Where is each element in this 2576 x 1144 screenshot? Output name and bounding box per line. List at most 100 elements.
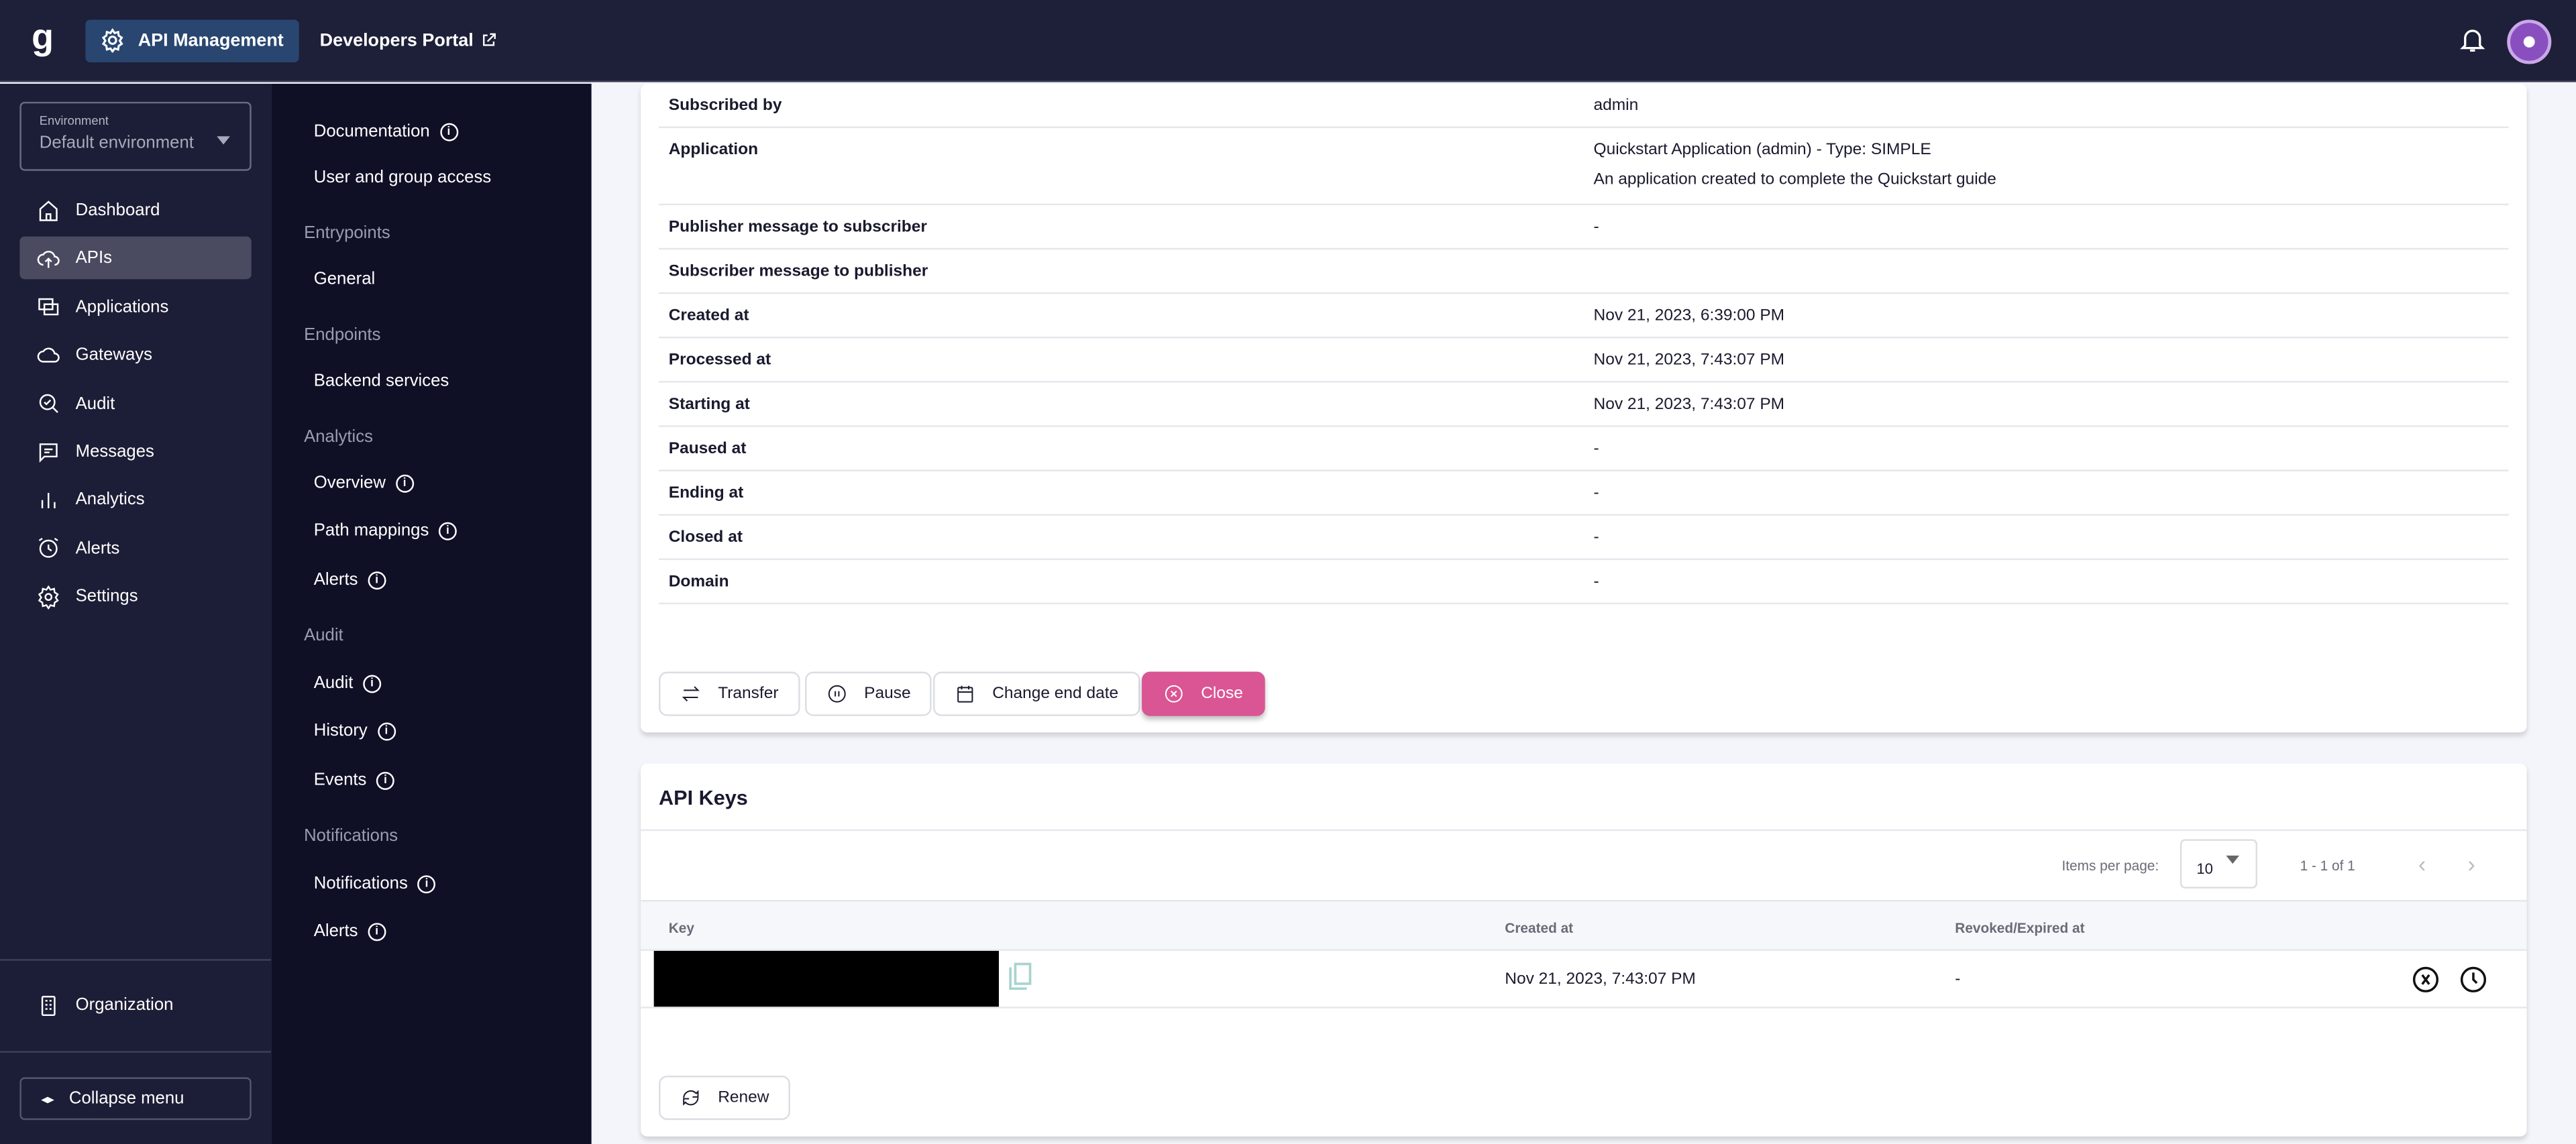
items-per-page-label: Items per page: bbox=[2061, 857, 2159, 874]
detail-row: Subscriber message to publisher bbox=[659, 249, 2509, 294]
items-per-page-select[interactable]: 10 bbox=[2180, 839, 2257, 889]
detail-label: Publisher message to subscriber bbox=[668, 218, 927, 237]
subnav-item-history[interactable]: History i bbox=[314, 721, 396, 740]
transfer-button[interactable]: Transfer bbox=[659, 671, 800, 716]
key-revoked-at: - bbox=[1955, 970, 1961, 989]
detail-row: Closed at - bbox=[659, 516, 2509, 561]
pause-label: Pause bbox=[864, 685, 911, 703]
subnav-item-notifications[interactable]: Notifications i bbox=[314, 874, 436, 893]
renew-button[interactable]: Renew bbox=[659, 1076, 791, 1121]
pause-button[interactable]: Pause bbox=[805, 671, 932, 716]
detail-value-secondary: An application created to complete the Q… bbox=[1593, 170, 1996, 189]
subnav-section-header: Audit bbox=[304, 626, 343, 645]
info-icon[interactable]: i bbox=[368, 571, 386, 589]
revoke-key-icon[interactable] bbox=[2412, 966, 2440, 994]
detail-value: - bbox=[1593, 218, 1599, 237]
info-icon[interactable]: i bbox=[363, 674, 382, 693]
developers-portal-link[interactable]: Developers Portal bbox=[320, 30, 496, 50]
pagination-range: 1 - 1 of 1 bbox=[2300, 857, 2355, 874]
subnav-label: Documentation bbox=[313, 121, 430, 141]
subnav-item-events[interactable]: Events i bbox=[314, 770, 395, 790]
home-icon bbox=[39, 200, 58, 221]
subnav-section-header: Notifications bbox=[304, 826, 398, 846]
refresh-icon bbox=[683, 1090, 699, 1106]
sidebar-item-label: Messages bbox=[75, 441, 154, 462]
subnav-label: History bbox=[313, 721, 368, 741]
sidebar-item-label: Alerts bbox=[75, 538, 120, 559]
next-page-button[interactable]: › bbox=[2467, 850, 2475, 877]
sidebar-item-organization[interactable]: Organization bbox=[19, 984, 251, 1027]
api-management-button[interactable]: API Management bbox=[85, 19, 299, 62]
detail-value: Nov 21, 2023, 7:43:07 PM bbox=[1593, 351, 1785, 370]
calendar-icon bbox=[957, 685, 973, 703]
environment-select[interactable]: Environment Default environment bbox=[19, 101, 252, 171]
collapse-menu-button[interactable]: ◂▸ Collapse menu bbox=[19, 1077, 252, 1121]
subnav-item-audit[interactable]: Audit i bbox=[313, 673, 382, 693]
sidebar-item-dashboard[interactable]: Dashboard bbox=[19, 189, 251, 232]
subnav-item-documentation[interactable]: Documentation i bbox=[314, 121, 458, 141]
sidebar-item-gateways[interactable]: Gateways bbox=[19, 334, 251, 377]
sidebar-item-applications[interactable]: Applications bbox=[19, 286, 251, 329]
detail-label: Processed at bbox=[668, 351, 771, 370]
sidebar-item-label: Analytics bbox=[75, 490, 145, 510]
subnav-label: Endpoints bbox=[304, 325, 381, 345]
subnav-item-alerts[interactable]: Alerts i bbox=[314, 921, 386, 941]
cloud-icon bbox=[37, 347, 60, 362]
info-icon[interactable]: i bbox=[438, 521, 457, 540]
subscription-details-card: Subscribed by admin Application Quickstart … bbox=[641, 83, 2527, 733]
sidebar-item-label: Settings bbox=[75, 586, 138, 607]
sidebar-item-alerts[interactable]: Alerts bbox=[19, 527, 251, 570]
divider bbox=[641, 829, 2527, 832]
info-icon[interactable]: i bbox=[368, 922, 386, 941]
subnav-item-overview[interactable]: Overview i bbox=[314, 473, 414, 493]
sidebar-item-settings[interactable]: Settings bbox=[19, 575, 251, 618]
subnav-label: User and group access bbox=[313, 167, 492, 188]
subnav-label: Notifications bbox=[313, 873, 408, 894]
sidebar-item-apis[interactable]: APIs bbox=[19, 237, 252, 280]
previous-page-button[interactable]: ‹ bbox=[2418, 850, 2426, 877]
detail-value: - bbox=[1593, 573, 1599, 591]
subnav-label: Audit bbox=[313, 673, 354, 693]
detail-row: Starting at Nov 21, 2023, 7:43:07 PM bbox=[659, 383, 2509, 427]
subnav-label: Entrypoints bbox=[304, 223, 390, 243]
sidebar-item-audit[interactable]: Audit bbox=[19, 382, 251, 425]
sidebar-item-messages[interactable]: Messages bbox=[19, 431, 251, 473]
bell-icon[interactable] bbox=[2458, 25, 2487, 54]
developers-portal-label: Developers Portal bbox=[319, 30, 474, 50]
copy-icon[interactable] bbox=[1009, 962, 1032, 990]
sidebar-item-label: Gateways bbox=[75, 345, 152, 365]
info-icon[interactable]: i bbox=[377, 722, 396, 740]
subnav-section-header: Endpoints bbox=[304, 325, 380, 345]
subnav-section-header: Entrypoints bbox=[304, 223, 390, 243]
audit-search-icon bbox=[39, 394, 58, 414]
column-created-at: Created at bbox=[1505, 919, 1574, 936]
info-icon[interactable]: i bbox=[376, 770, 395, 789]
clock-icon[interactable] bbox=[2459, 966, 2487, 994]
change-end-date-button[interactable]: Change end date bbox=[933, 671, 1140, 716]
logo[interactable]: g bbox=[32, 15, 54, 57]
info-icon[interactable]: i bbox=[417, 874, 436, 893]
subnav-item-general[interactable]: General bbox=[314, 270, 375, 289]
info-icon[interactable]: i bbox=[439, 122, 458, 141]
main-sidebar: Environment Default environment Dashboar… bbox=[0, 83, 272, 1144]
avatar[interactable] bbox=[2507, 19, 2552, 64]
subnav-item-path-mappings[interactable]: Path mappings i bbox=[314, 520, 457, 540]
subnav-item-user-and-group-access[interactable]: User and group access bbox=[314, 168, 491, 187]
close-subscription-button[interactable]: Close bbox=[1142, 671, 1265, 716]
detail-value: Quickstart Application (admin) - Type: S… bbox=[1593, 141, 1931, 160]
subnav-label: Alerts bbox=[313, 921, 358, 941]
info-icon[interactable]: i bbox=[395, 473, 414, 492]
subnav-item-alerts[interactable]: Alerts i bbox=[314, 570, 386, 589]
renew-label: Renew bbox=[718, 1088, 769, 1107]
detail-value: admin bbox=[1593, 97, 1639, 115]
gear-icon bbox=[38, 584, 59, 609]
sidebar-item-analytics[interactable]: Analytics bbox=[19, 479, 251, 522]
sidebar-item-label: Applications bbox=[75, 296, 169, 317]
subnav-item-backend-services[interactable]: Backend services bbox=[314, 371, 449, 390]
organization-icon bbox=[41, 994, 56, 1015]
table-header: Key Created at Revoked/Expired at bbox=[641, 900, 2527, 951]
subnav-label: Analytics bbox=[304, 426, 373, 447]
detail-label: Domain bbox=[668, 573, 729, 591]
detail-row: Subscribed by admin bbox=[659, 84, 2509, 129]
detail-label: Created at bbox=[668, 306, 749, 325]
